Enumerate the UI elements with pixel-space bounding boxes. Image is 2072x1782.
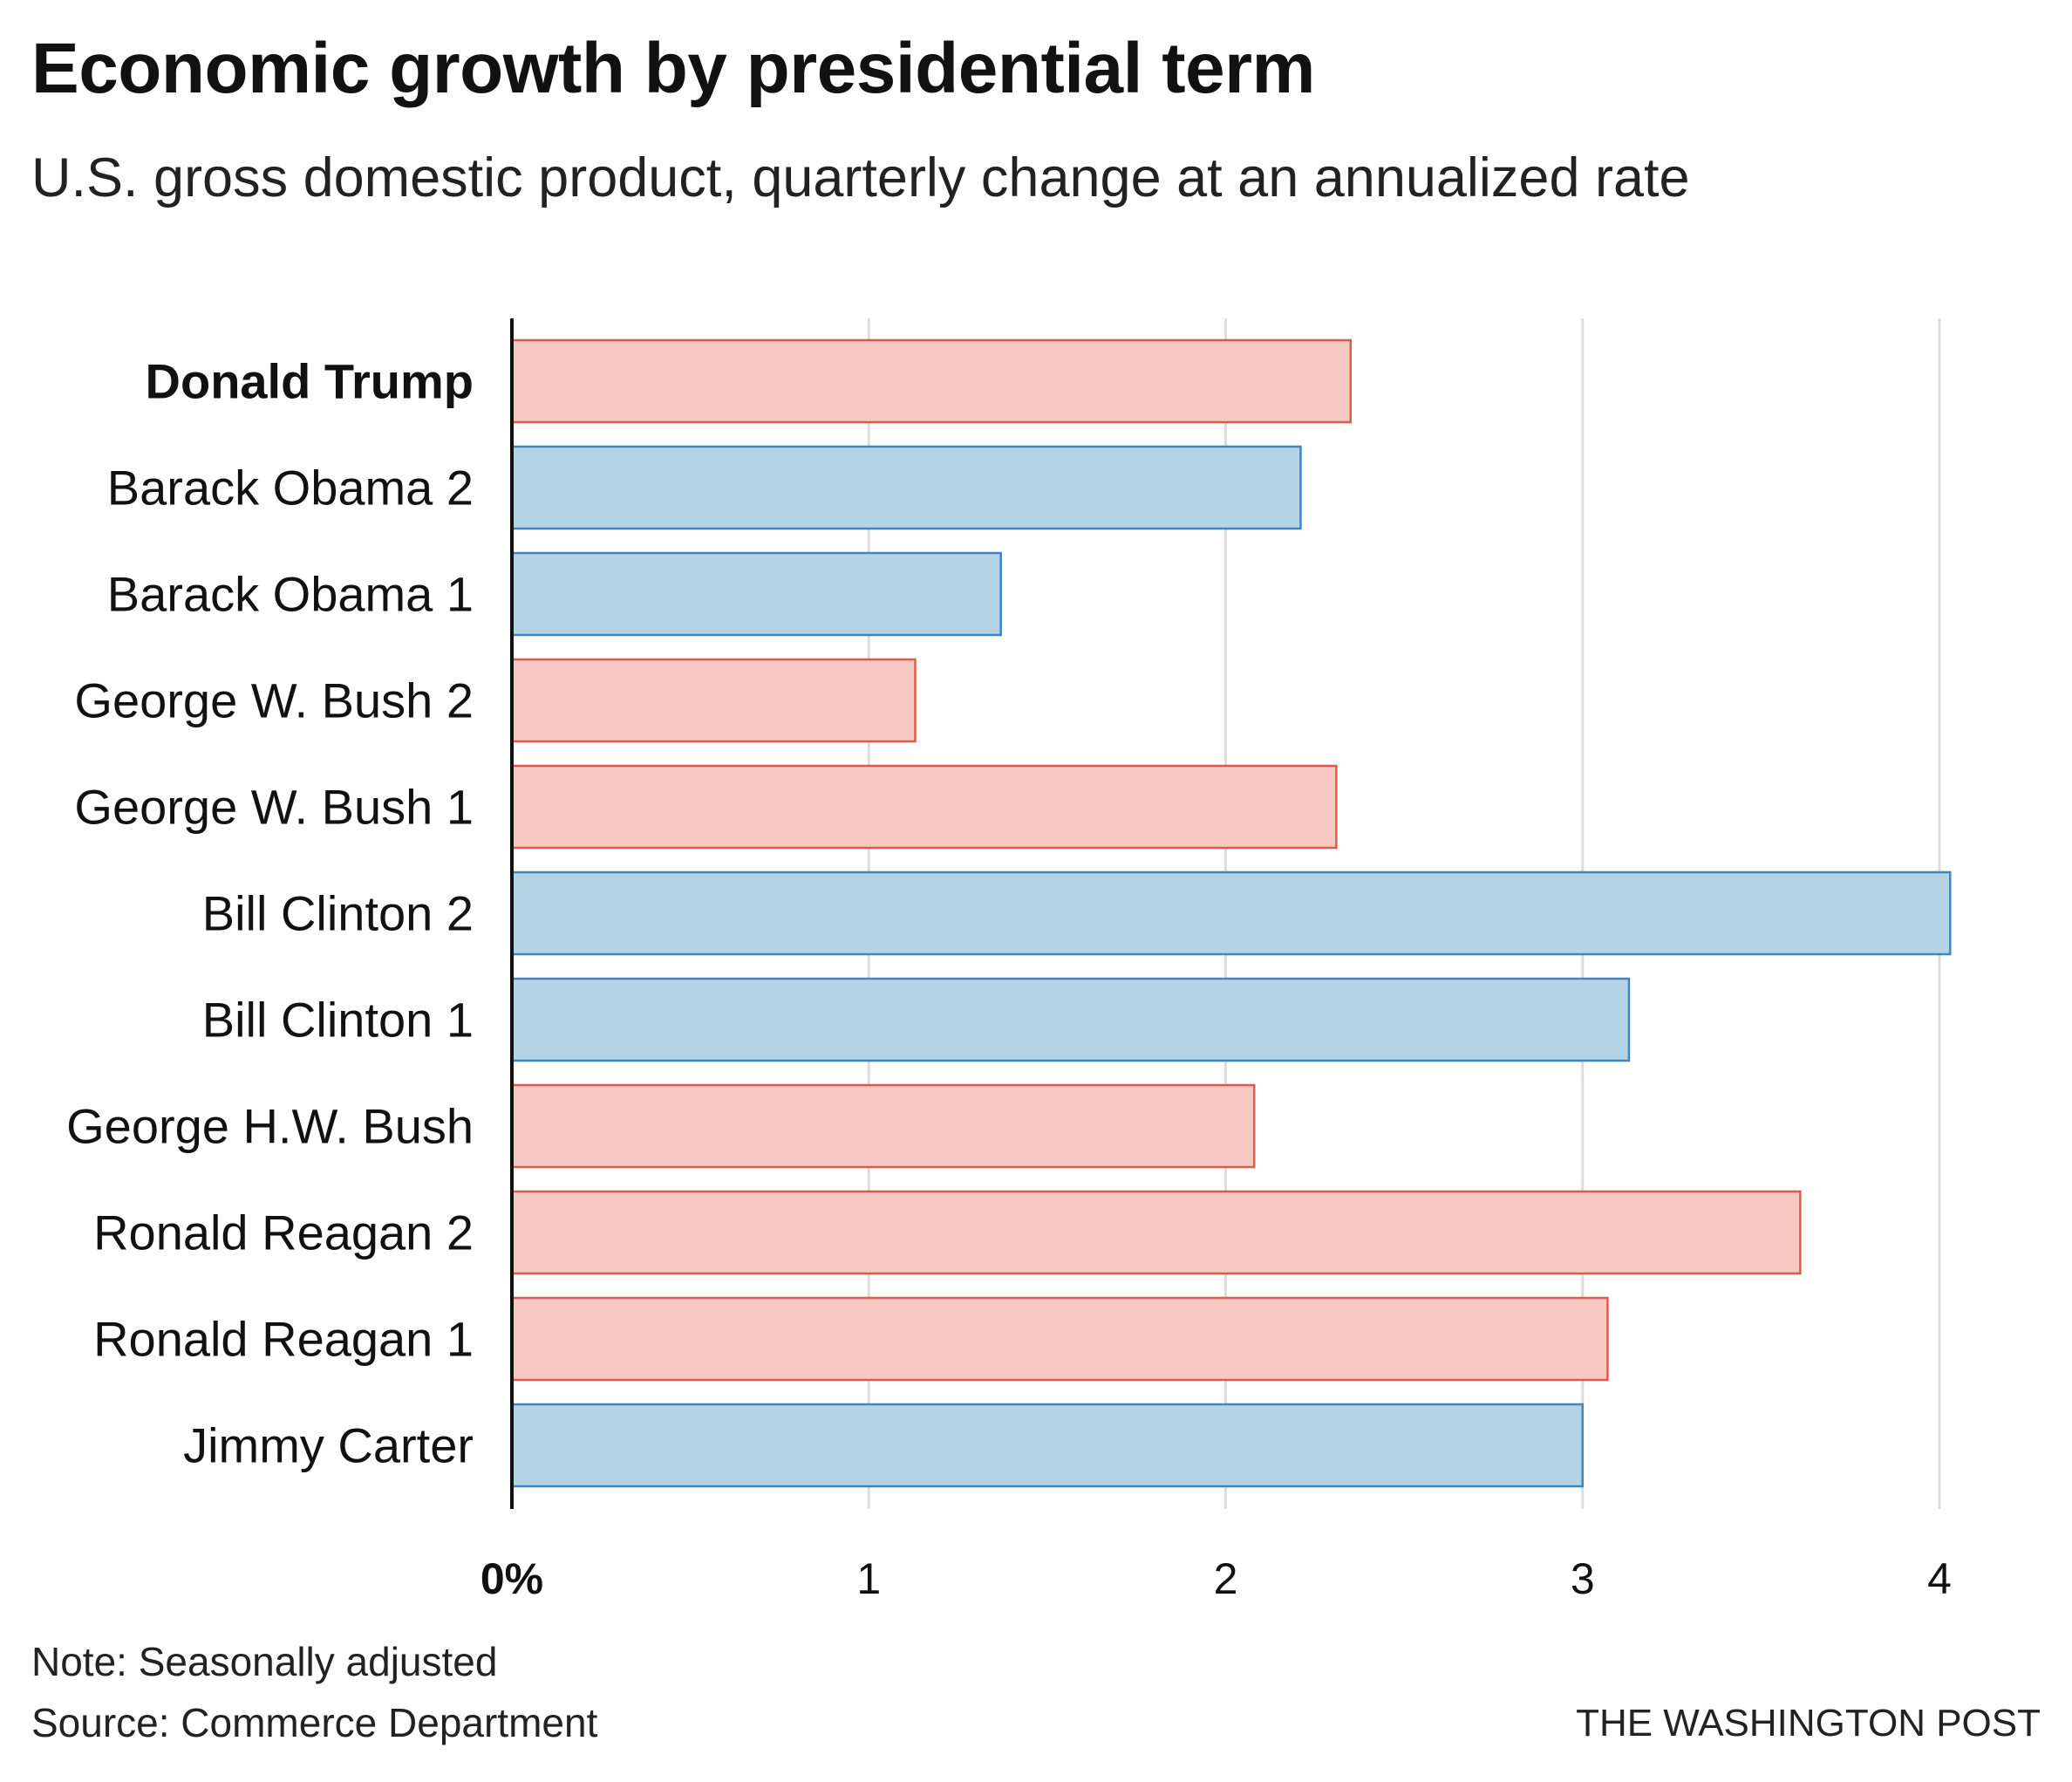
category-label-ronald-reagan-2: Ronald Reagan 2 xyxy=(93,1205,474,1260)
category-label-barack-obama-1: Barack Obama 1 xyxy=(107,567,474,622)
x-tick-label-4: 4 xyxy=(1927,1554,1952,1603)
category-label-george-h-w-bush: George H.W. Bush xyxy=(66,1099,474,1154)
note-text: Note: Seasonally adjusted xyxy=(31,1639,498,1684)
x-tick-label-0: 0% xyxy=(481,1554,543,1603)
x-axis-ticks: 0% 1 2 3 4 xyxy=(481,1554,1952,1603)
category-label-jimmy-carter: Jimmy Carter xyxy=(183,1418,474,1473)
category-label-donald-trump: Donald Trump xyxy=(146,354,474,409)
bar-donald-trump xyxy=(510,338,1352,424)
chart-subtitle: U.S. gross domestic product, quarterly c… xyxy=(31,147,1690,208)
bars xyxy=(510,338,1952,1488)
category-labels: Donald Trump Barack Obama 2 Barack Obama 1… xyxy=(66,354,474,1473)
x-tick-label-3: 3 xyxy=(1571,1554,1595,1603)
category-label-bill-clinton-2: Bill Clinton 2 xyxy=(202,886,474,941)
bar-ronald-reagan-2 xyxy=(510,1190,1802,1275)
bar-bill-clinton-2 xyxy=(510,871,1952,956)
bar-george-w-bush-1 xyxy=(510,764,1338,850)
bar-ronald-reagan-1 xyxy=(510,1296,1609,1382)
category-label-george-w-bush-2: George W. Bush 2 xyxy=(74,673,474,728)
category-label-barack-obama-2: Barack Obama 2 xyxy=(107,461,474,515)
x-tick-label-1: 1 xyxy=(856,1554,881,1603)
chart-title: Economic growth by presidential term xyxy=(31,29,1315,108)
bar-bill-clinton-1 xyxy=(510,977,1631,1062)
category-label-ronald-reagan-1: Ronald Reagan 1 xyxy=(93,1312,474,1367)
bar-barack-obama-1 xyxy=(510,551,1002,637)
bar-george-w-bush-2 xyxy=(510,658,917,743)
bar-barack-obama-2 xyxy=(510,445,1302,530)
credit-text: THE WASHINGTON POST xyxy=(1576,1702,2041,1744)
bar-jimmy-carter xyxy=(510,1403,1584,1488)
x-tick-label-2: 2 xyxy=(1214,1554,1238,1603)
category-label-bill-clinton-1: Bill Clinton 1 xyxy=(202,993,474,1048)
category-label-george-w-bush-1: George W. Bush 1 xyxy=(74,780,474,835)
bar-george-h-w-bush xyxy=(510,1083,1256,1169)
source-text: Source: Commerce Department xyxy=(31,1700,598,1745)
